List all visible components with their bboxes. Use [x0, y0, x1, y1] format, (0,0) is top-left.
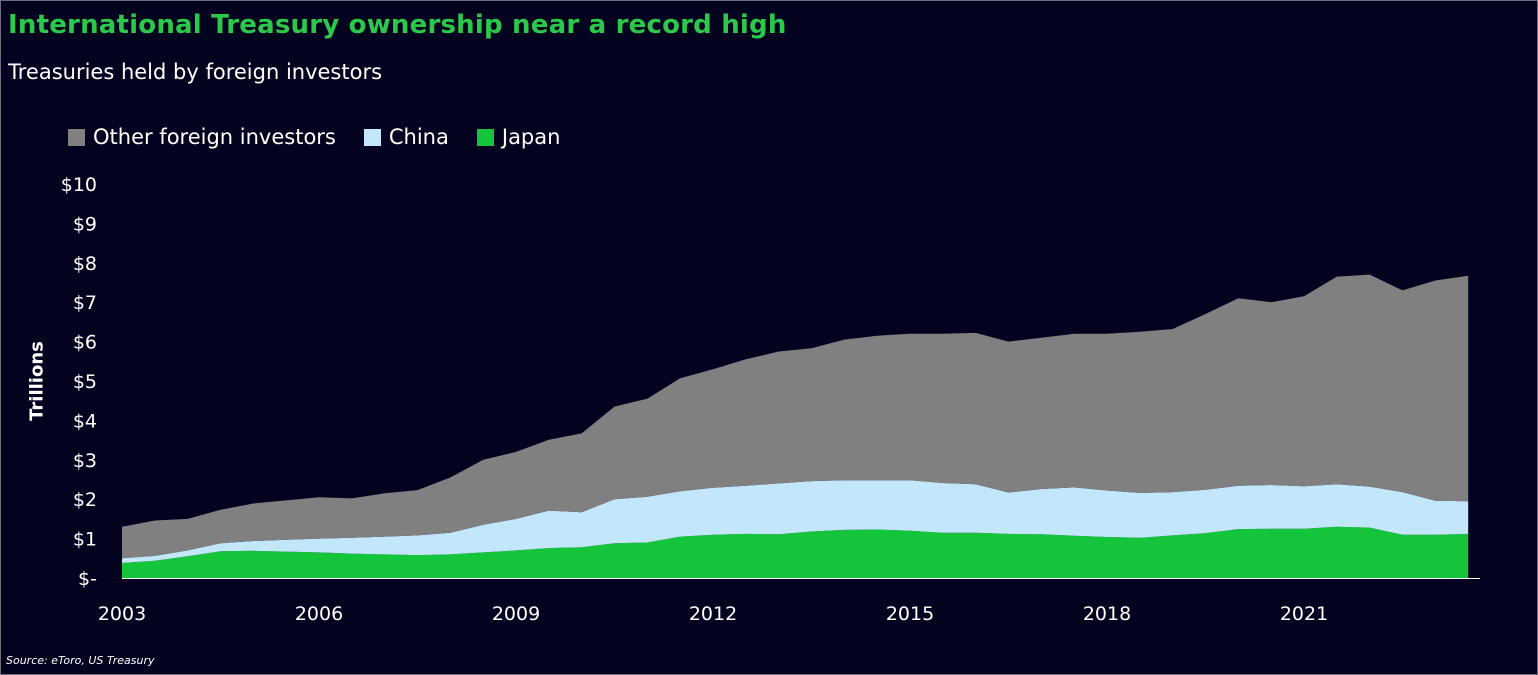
legend-item-japan: Japan [476, 125, 561, 149]
y-tick-label: $8 [73, 253, 97, 275]
y-tick-label: $7 [73, 292, 97, 314]
chart-title: International Treasury ownership near a … [8, 10, 787, 40]
area-china [122, 480, 1469, 563]
legend-swatch-japan [476, 128, 494, 146]
area-other-foreign-investors [122, 274, 1469, 559]
x-tick-label: 2021 [1280, 603, 1328, 625]
y-tick-label: $9 [73, 213, 97, 235]
source-note: Source: eToro, US Treasury [6, 654, 155, 667]
x-tick-label: 2012 [689, 603, 737, 625]
y-tick-label: $3 [73, 450, 97, 472]
x-tick-labels: 2003 2006 2009 2012 2015 2018 2021 [98, 603, 1328, 625]
x-tick-label: 2003 [98, 603, 146, 625]
x-tick-label: 2009 [492, 603, 540, 625]
y-tick-label: $5 [73, 371, 97, 393]
legend-label-japan: Japan [501, 125, 561, 149]
x-tick-label: 2006 [295, 603, 343, 625]
x-tick-label: 2015 [886, 603, 934, 625]
chart-areas [122, 274, 1469, 578]
y-tick-label: $1 [73, 529, 97, 551]
chart-legend: Other foreign investors China Japan [68, 125, 588, 149]
legend-item-other: Other foreign investors [68, 125, 336, 149]
area-japan [122, 526, 1469, 578]
y-tick-label: $2 [73, 489, 97, 511]
y-tick-label: $4 [73, 410, 97, 432]
y-tick-labels: $- $1 $2 $3 $4 $5 $6 $7 $8 $9 $10 [61, 174, 97, 590]
x-tick-label: 2018 [1083, 603, 1131, 625]
legend-label-china: China [388, 125, 449, 149]
y-tick-label: $6 [73, 332, 97, 354]
y-tick-label: $- [78, 568, 97, 590]
legend-swatch-other [68, 128, 85, 146]
chart-subtitle: Treasuries held by foreign investors [8, 60, 383, 84]
legend-label-other: Other foreign investors [93, 125, 336, 149]
y-tick-label: $10 [61, 174, 97, 196]
legend-item-china: China [363, 125, 449, 149]
legend-swatch-china [363, 128, 381, 146]
